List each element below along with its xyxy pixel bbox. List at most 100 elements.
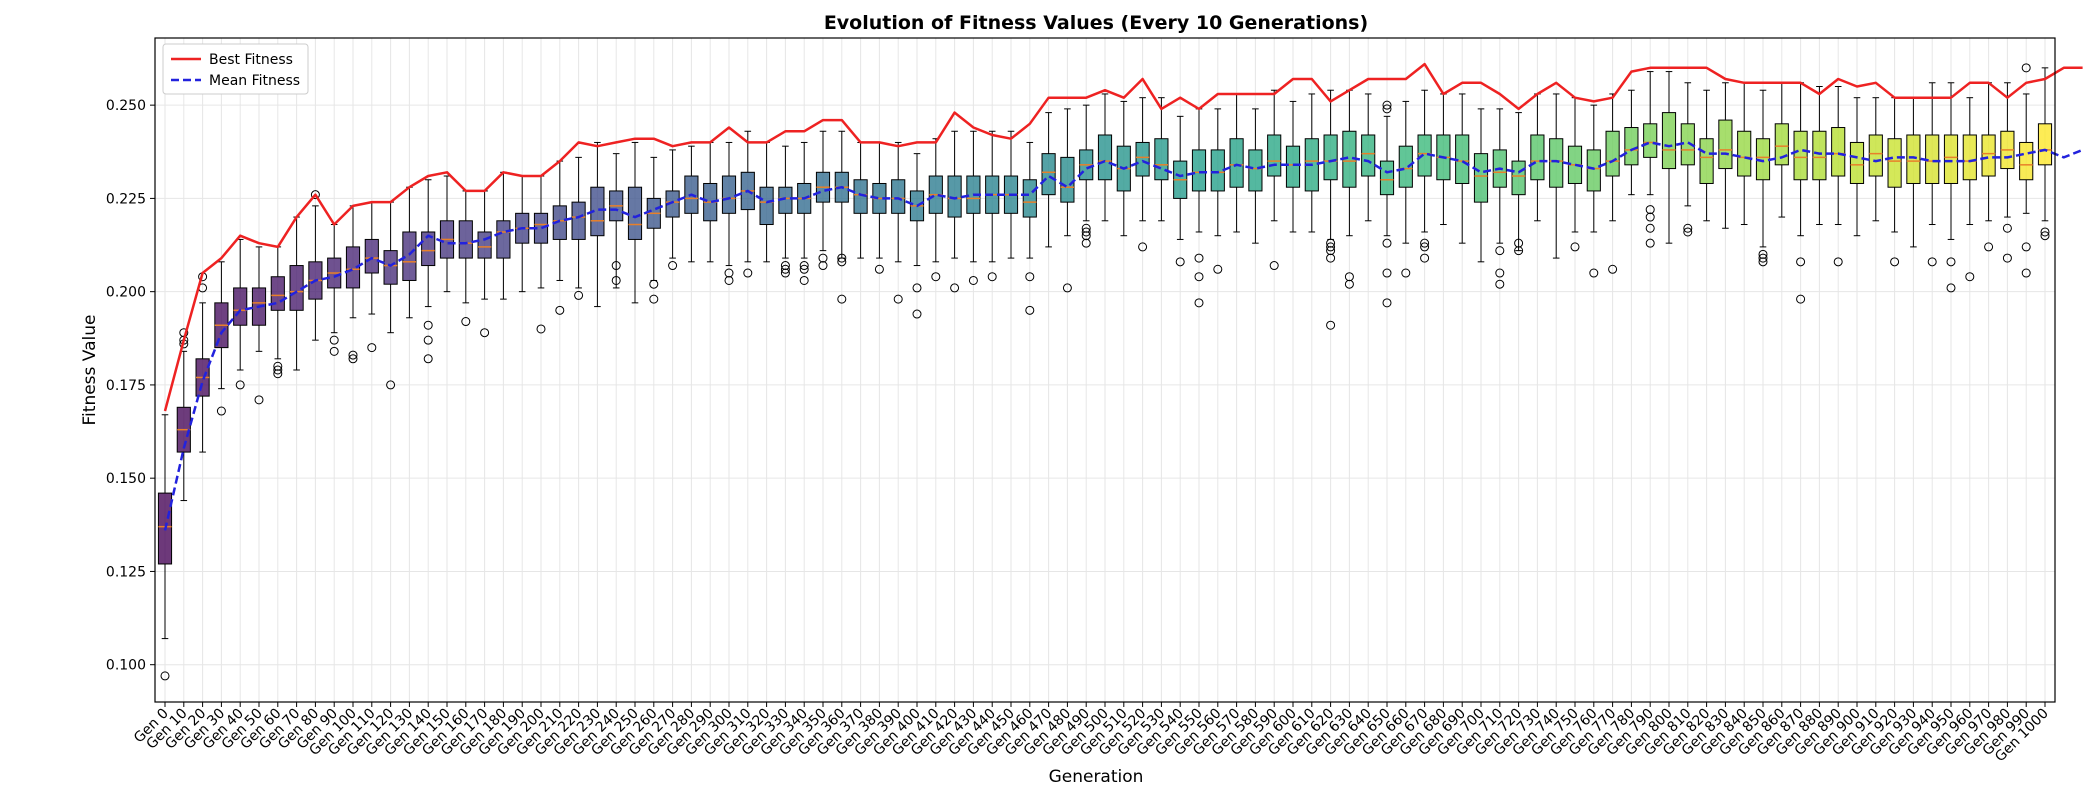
outlier-point xyxy=(1570,242,1580,252)
box-gen-600 xyxy=(1285,100,1301,233)
mean-fitness-line xyxy=(163,141,2084,531)
box-gen-530 xyxy=(1154,97,1169,222)
outlier-point xyxy=(1344,272,1354,282)
box-iqr xyxy=(1624,127,1639,166)
box-iqr xyxy=(2019,141,2034,181)
outlier-point xyxy=(2021,63,2031,73)
box-gen-210 xyxy=(552,160,567,315)
box-iqr xyxy=(891,179,906,214)
box-gen-90 xyxy=(327,224,342,356)
outlier-point xyxy=(1946,283,1956,293)
outlier-point xyxy=(1081,227,1091,237)
outlier-point xyxy=(1382,268,1392,278)
box-gen-180 xyxy=(496,171,511,300)
box-gen-840 xyxy=(1737,82,1752,226)
box-iqr xyxy=(1511,160,1526,196)
outlier-point xyxy=(1326,253,1336,263)
outlier-point xyxy=(2040,227,2050,237)
outlier-point xyxy=(780,261,790,271)
box-gen-920 xyxy=(1887,97,1902,267)
outlier-point xyxy=(912,283,922,293)
box-gen-820 xyxy=(1699,89,1714,222)
box-iqr xyxy=(421,231,436,267)
box-iqr xyxy=(364,238,379,274)
outlier-point xyxy=(1833,257,1843,267)
box-gen-230 xyxy=(590,141,605,308)
outlier-point xyxy=(931,272,941,282)
outlier-point xyxy=(2002,223,2012,233)
outlier-point xyxy=(273,365,283,375)
box-gen-690 xyxy=(1455,93,1470,244)
legend-label-best-fitness: Best Fitness xyxy=(209,52,293,68)
outlier-point xyxy=(216,406,226,416)
outlier-point xyxy=(1326,238,1336,248)
outlier-point xyxy=(423,354,433,364)
box-gen-60 xyxy=(270,246,285,379)
box-gen-440 xyxy=(985,130,1000,282)
box-iqr xyxy=(1643,123,1658,158)
outlier-point xyxy=(423,335,433,345)
box-iqr xyxy=(1605,130,1620,177)
box-iqr xyxy=(665,190,680,218)
box-iqr xyxy=(458,220,473,259)
legend-label-mean-fitness: Mean Fitness xyxy=(209,73,300,89)
box-gen-640 xyxy=(1361,93,1376,222)
outlier-point xyxy=(649,279,659,289)
box-iqr xyxy=(1887,138,1902,188)
box-gen-390 xyxy=(891,141,906,304)
box-gen-570 xyxy=(1229,93,1244,233)
box-gen-740 xyxy=(1549,93,1564,259)
outlier-point xyxy=(1683,223,1693,233)
box-iqr xyxy=(1981,134,1996,177)
box-iqr xyxy=(1812,130,1827,181)
box-gen-350 xyxy=(815,130,831,271)
box-iqr xyxy=(477,231,492,259)
box-gen-120 xyxy=(383,201,398,390)
box-gen-810 xyxy=(1680,82,1695,237)
box-iqr xyxy=(1549,138,1564,188)
box-gen-950 xyxy=(1943,82,1959,293)
box-iqr xyxy=(1774,123,1789,166)
box-iqr xyxy=(383,250,398,285)
outlier-point xyxy=(987,272,997,282)
box-iqr xyxy=(233,287,248,326)
box-iqr xyxy=(1473,153,1489,203)
box-iqr xyxy=(1361,134,1376,177)
box-gen-850 xyxy=(1755,89,1771,267)
box-gen-480 xyxy=(1060,108,1075,293)
box-gen-870 xyxy=(1793,82,1808,304)
box-gen-240 xyxy=(609,153,624,289)
outlier-point xyxy=(1758,249,1768,259)
outlier-point xyxy=(1081,223,1091,233)
box-gen-800 xyxy=(1661,71,1677,244)
box-iqr xyxy=(1661,112,1677,170)
box-gen-580 xyxy=(1248,108,1263,244)
outlier-point xyxy=(950,283,960,293)
outlier-point xyxy=(2002,253,2012,263)
box-iqr xyxy=(1793,130,1808,181)
box-iqr xyxy=(1530,134,1545,181)
box-gen-20 xyxy=(195,272,210,453)
outlier-point xyxy=(536,324,546,334)
box-iqr xyxy=(1267,134,1282,177)
outlier-point xyxy=(1645,205,1655,215)
y-axis-ticks: 0.100 0.125 0.150 0.175 0.200 0.225 0.250 xyxy=(106,98,155,674)
box-gen-760 xyxy=(1586,104,1601,278)
best-fitness-line xyxy=(163,62,2083,412)
box-gen-500 xyxy=(1097,93,1113,222)
box-gen-630 xyxy=(1342,89,1357,289)
box-gen-660 xyxy=(1398,100,1413,278)
outlier-point xyxy=(1194,272,1204,282)
box-gen-310 xyxy=(740,130,755,278)
outlier-point xyxy=(329,335,339,345)
outlier-point xyxy=(611,275,621,285)
outlier-point xyxy=(837,294,847,304)
outlier-point xyxy=(1589,268,1599,278)
legend-frame xyxy=(162,43,309,95)
box-gen-770 xyxy=(1605,93,1620,274)
box-iqr xyxy=(1718,119,1733,170)
outlier-point xyxy=(1645,238,1655,248)
box-gen-700 xyxy=(1473,108,1489,263)
box-iqr xyxy=(1060,156,1075,203)
